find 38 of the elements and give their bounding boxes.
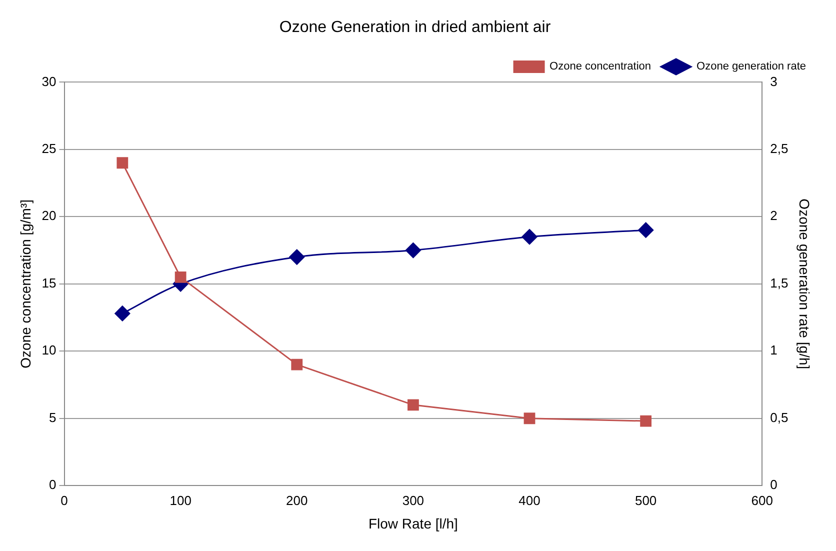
point (174, 271, 186, 283)
y2-tick-label: 0 (770, 477, 778, 492)
point (407, 399, 419, 411)
legend-label: Ozone concentration (550, 60, 652, 73)
y2-axis-title: Ozone generation rate [g/h] (796, 198, 813, 370)
y-axis-title: Ozone concentration [g/m³] (17, 199, 34, 368)
y2-tick-label: 3 (770, 74, 778, 89)
y-tick-label: 0 (49, 477, 56, 492)
y-tick-label: 30 (42, 74, 56, 89)
y-tick-label: 5 (49, 410, 56, 425)
y2-tick-label: 2,5 (770, 141, 788, 156)
point (405, 242, 421, 258)
point (640, 415, 652, 427)
chart-title: Ozone Generation in dried ambient air (279, 19, 552, 36)
x-tick-label: 0 (60, 492, 68, 508)
point (116, 157, 128, 169)
y2-tick-label: 2 (770, 208, 778, 224)
x-axis-title: Flow Rate [l/h] (368, 515, 458, 532)
point (522, 229, 538, 245)
point (289, 249, 305, 265)
y2-tick-label: 1,5 (770, 275, 788, 290)
point (114, 306, 130, 322)
y-tick-label: 15 (42, 275, 56, 290)
y-tick-label: 25 (42, 141, 56, 156)
x-tick-label: 500 (634, 492, 657, 508)
y2-tick-label: 0,5 (770, 410, 788, 425)
x-tick-label: 100 (170, 492, 192, 508)
y-tick-label: 20 (42, 208, 56, 224)
x-tick-label: 400 (518, 492, 540, 508)
x-tick-label: 200 (286, 492, 308, 508)
point (638, 222, 654, 238)
x-tick-label: 600 (751, 492, 773, 508)
point (524, 412, 536, 424)
point (291, 358, 303, 370)
x-tick-label: 300 (402, 492, 424, 508)
legend-label: Ozone generation rate (696, 60, 806, 73)
y-tick-label: 10 (42, 342, 56, 358)
y2-tick-label: 1 (770, 342, 778, 358)
